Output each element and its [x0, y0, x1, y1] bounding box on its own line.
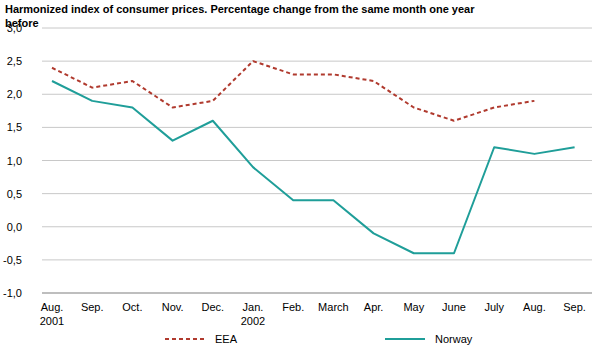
x-tick-line: Oct. — [122, 301, 142, 313]
x-tick-label: Sep. — [81, 301, 104, 313]
x-tick-line: Sep. — [81, 301, 104, 313]
x-tick-label: July — [484, 301, 504, 313]
x-tick-line: Nov. — [162, 301, 184, 313]
x-tick-line: Aug. — [523, 301, 546, 313]
x-tick-label: June — [442, 301, 466, 313]
x-tick-line: Jan. — [243, 301, 264, 313]
x-tick-line: Feb. — [282, 301, 304, 313]
y-tick-label: -0,5 — [3, 254, 22, 266]
y-tick-label: 1,0 — [7, 155, 22, 167]
grid-line — [42, 94, 592, 95]
y-tick-label: 2,0 — [7, 88, 22, 100]
x-tick-label: Oct. — [122, 301, 142, 313]
x-tick-line: 2001 — [40, 315, 64, 327]
x-tick-label: Sep. — [563, 301, 586, 313]
legend-label: Norway — [435, 333, 473, 345]
y-tick-label: -1,0 — [3, 287, 22, 299]
x-tick-line: June — [442, 301, 466, 313]
x-tick-label: Jan. 2002 — [241, 301, 265, 327]
grid-line — [42, 226, 592, 227]
x-tick-line: Dec. — [201, 301, 224, 313]
y-tick-label: 2,5 — [7, 55, 22, 67]
y-tick-label: 3,0 — [7, 22, 22, 34]
legend-swatch — [385, 338, 425, 340]
x-tick-line: Sep. — [563, 301, 586, 313]
grid-line — [42, 259, 592, 260]
grid-line — [42, 61, 592, 62]
series-line — [52, 81, 575, 253]
x-tick-line: May — [403, 301, 424, 313]
x-tick-line: July — [484, 301, 504, 313]
x-tick-line: 2002 — [241, 315, 265, 327]
grid-line — [42, 293, 592, 294]
grid-line — [42, 127, 592, 128]
x-tick-line: Aug. — [41, 301, 64, 313]
x-tick-label: Dec. — [201, 301, 224, 313]
x-tick-label: Nov. — [162, 301, 184, 313]
x-tick-label: May — [403, 301, 424, 313]
title-line: Harmonized index of consumer prices. Per… — [5, 3, 475, 15]
legend-label: EEA — [215, 333, 238, 345]
grid-line — [42, 193, 592, 194]
x-tick-line: March — [318, 301, 349, 313]
title: Harmonized index of consumer prices. Per… — [5, 3, 475, 29]
x-axis — [42, 293, 592, 294]
x-tick-line: Apr. — [364, 301, 384, 313]
plot-area — [52, 61, 575, 253]
series-line — [52, 61, 534, 121]
y-tick-label: 0,5 — [7, 188, 22, 200]
x-tick-label: Aug. 2001 — [40, 301, 64, 327]
grid-line — [42, 28, 592, 29]
x-tick-label: March — [318, 301, 349, 313]
x-tick-label: Feb. — [282, 301, 304, 313]
y-tick-label: 0,0 — [7, 221, 22, 233]
grid-line — [42, 160, 592, 161]
x-tick-label: Aug. — [523, 301, 546, 313]
legend-swatch — [165, 338, 205, 340]
x-tick-label: Apr. — [364, 301, 384, 313]
y-tick-label: 1,5 — [7, 121, 22, 133]
